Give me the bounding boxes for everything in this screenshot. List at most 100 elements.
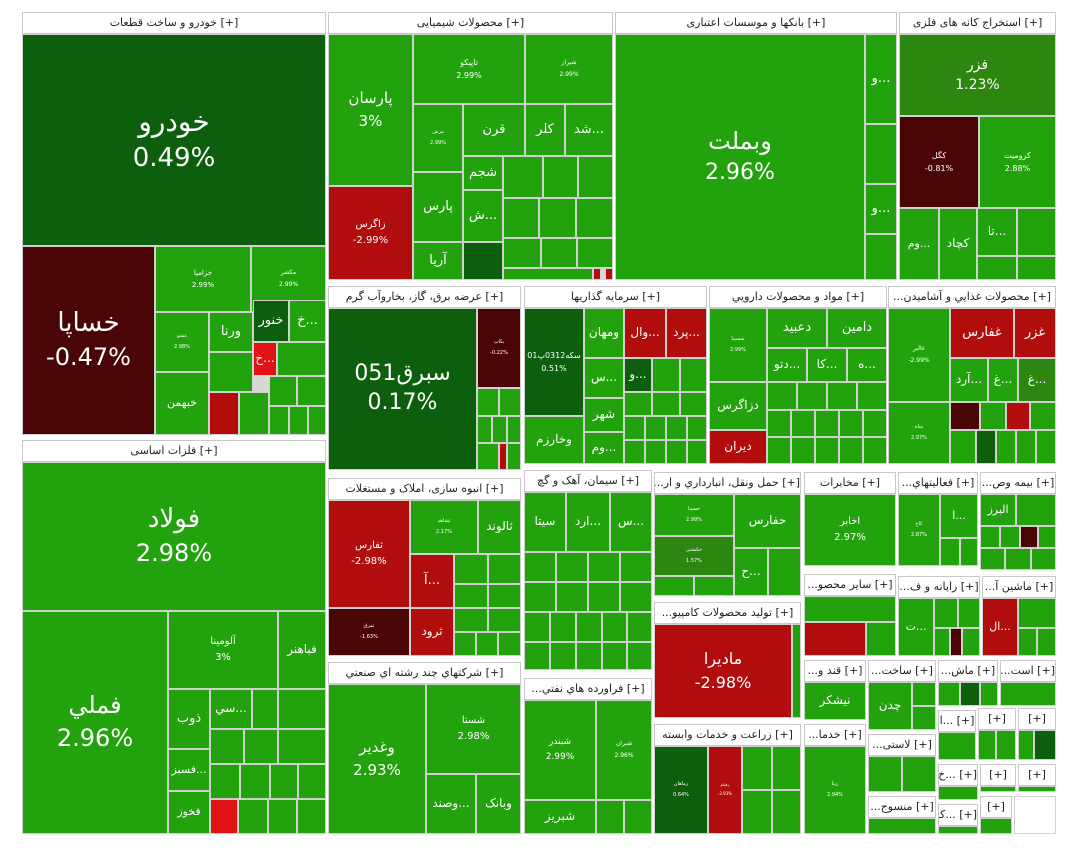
stock-tile[interactable]: البرز — [980, 494, 1016, 526]
stock-tile[interactable] — [1000, 682, 1056, 706]
stock-tile[interactable] — [593, 268, 601, 280]
sector-header[interactable]: [+] ساير محصو... — [804, 574, 896, 596]
stock-tile[interactable]: ورنا — [209, 312, 253, 352]
sector-header[interactable]: [+] ...ا — [938, 710, 976, 732]
stock-tile[interactable] — [210, 799, 238, 834]
stock-tile[interactable] — [624, 392, 652, 416]
stock-tile[interactable]: دعبید — [767, 308, 827, 348]
stock-tile[interactable] — [620, 552, 652, 582]
stock-tile[interactable] — [938, 786, 978, 800]
stock-tile[interactable]: خزامیا 2.99% — [155, 246, 251, 312]
stock-tile[interactable] — [772, 746, 801, 790]
stock-tile[interactable] — [576, 612, 602, 642]
stock-tile[interactable]: مرش 2.99% — [413, 104, 463, 172]
stock-tile[interactable]: چدن — [868, 682, 912, 730]
stock-tile[interactable] — [454, 584, 488, 608]
stock-tile[interactable]: اخابر 2.97% — [804, 494, 896, 566]
stock-tile[interactable] — [454, 632, 476, 656]
stock-tile[interactable] — [742, 746, 772, 790]
stock-tile[interactable]: ...شد — [565, 104, 613, 156]
stock-tile[interactable]: ...پرد — [666, 308, 707, 358]
stock-tile[interactable]: ...آرد — [950, 358, 988, 402]
stock-tile[interactable] — [863, 437, 887, 464]
stock-tile[interactable]: ...آ — [410, 554, 454, 608]
sector-header[interactable]: [+] انبوه سازی، املاک و مستغلات — [328, 478, 521, 500]
sector-header[interactable]: [+] محصولات شیمیایی — [328, 12, 613, 34]
stock-tile[interactable]: فخوز — [168, 791, 210, 834]
stock-tile[interactable] — [797, 382, 827, 410]
stock-tile[interactable] — [308, 406, 326, 435]
stock-tile[interactable] — [980, 526, 1000, 548]
stock-tile[interactable]: غفارس — [950, 308, 1014, 358]
stock-tile[interactable]: پارس — [413, 172, 463, 242]
stock-tile[interactable] — [602, 642, 627, 670]
stock-tile[interactable]: شبندر 2.99% — [524, 700, 596, 800]
stock-tile[interactable] — [270, 764, 298, 799]
stock-tile[interactable] — [977, 256, 1017, 280]
stock-tile[interactable] — [868, 818, 936, 834]
stock-tile[interactable] — [498, 632, 521, 656]
stock-tile[interactable] — [278, 689, 326, 729]
sector-header[interactable]: [+] محصولات غذايي و آشاميدن... — [888, 286, 1056, 308]
stock-tile[interactable]: خبهمن — [155, 372, 209, 435]
stock-tile[interactable] — [950, 628, 962, 656]
stock-tile[interactable] — [868, 756, 902, 792]
stock-tile[interactable]: دزاگرس — [709, 382, 767, 430]
stock-tile[interactable]: ...خ — [289, 300, 326, 342]
stock-tile[interactable] — [268, 799, 297, 834]
stock-tile[interactable] — [680, 392, 707, 416]
stock-tile[interactable] — [507, 416, 521, 443]
stock-tile[interactable] — [1000, 526, 1020, 548]
sector-header[interactable]: [+] فلزات اساسی — [22, 440, 326, 462]
stock-tile[interactable] — [252, 689, 278, 729]
stock-tile[interactable] — [477, 416, 492, 443]
stock-tile[interactable]: حکشتی 1.57% — [654, 536, 734, 576]
stock-tile[interactable]: نيشکر — [804, 682, 866, 720]
stock-tile[interactable] — [934, 628, 950, 656]
stock-tile[interactable] — [627, 642, 652, 670]
stock-tile[interactable]: ...کا — [807, 348, 847, 382]
stock-tile[interactable] — [289, 406, 308, 435]
sector-header[interactable]: [+] ...خ — [938, 764, 978, 786]
stock-tile[interactable]: کچاد — [939, 208, 977, 280]
stock-tile[interactable] — [912, 682, 936, 706]
stock-tile-madira[interactable]: ماديرا -2.98% — [654, 624, 792, 718]
stock-tile[interactable]: ...س — [610, 492, 652, 552]
stock-tile[interactable] — [624, 440, 645, 464]
stock-tile[interactable]: ...س — [584, 358, 624, 398]
stock-tile[interactable] — [492, 416, 507, 443]
stock-tile[interactable] — [602, 612, 627, 642]
stock-tile[interactable] — [624, 800, 652, 834]
stock-tile[interactable]: شسینا 2.99% — [709, 308, 767, 382]
stock-tile[interactable] — [804, 622, 866, 656]
stock-tile[interactable]: تاپیکو 2.99% — [413, 34, 525, 104]
stock-tile[interactable] — [666, 416, 687, 440]
stock-tile[interactable]: ...غ — [988, 358, 1018, 402]
stock-tile[interactable]: ...ح — [734, 548, 768, 596]
stock-tile[interactable] — [524, 582, 556, 612]
sector-header[interactable]: [+] رايانه و ف... — [898, 576, 980, 598]
stock-tile[interactable] — [477, 443, 499, 470]
stock-tile[interactable] — [960, 538, 978, 566]
stock-tile[interactable] — [815, 437, 839, 464]
stock-tile[interactable] — [978, 730, 996, 760]
stock-tile[interactable]: ...و — [865, 34, 897, 124]
sector-header[interactable]: [+] بانکها و موسسات اعتباری — [615, 12, 897, 34]
stock-tile[interactable]: حسینا 2.99% — [654, 494, 734, 536]
stock-tile[interactable] — [767, 382, 797, 410]
stock-tile[interactable]: غالبر -2.99% — [888, 308, 950, 402]
stock-tile[interactable]: ...دتو — [767, 348, 807, 382]
stock-tile[interactable] — [541, 238, 577, 268]
stock-tile[interactable] — [1018, 628, 1037, 656]
stock-tile-khsapa[interactable]: خساپا -0.47% — [22, 246, 155, 435]
stock-tile[interactable] — [791, 437, 815, 464]
stock-tile[interactable]: سکه0312پ01 0.51% — [524, 308, 584, 416]
stock-tile[interactable]: ثرود — [410, 608, 454, 656]
stock-tile[interactable] — [297, 799, 326, 834]
sector-header[interactable]: [+] قند و... — [804, 660, 866, 682]
stock-tile[interactable] — [980, 682, 998, 706]
stock-tile[interactable]: ثالوند — [478, 500, 521, 554]
stock-tile[interactable]: زقیام -2.93% — [708, 746, 742, 834]
stock-tile[interactable]: خنور — [253, 300, 289, 342]
stock-tile[interactable] — [767, 410, 791, 437]
